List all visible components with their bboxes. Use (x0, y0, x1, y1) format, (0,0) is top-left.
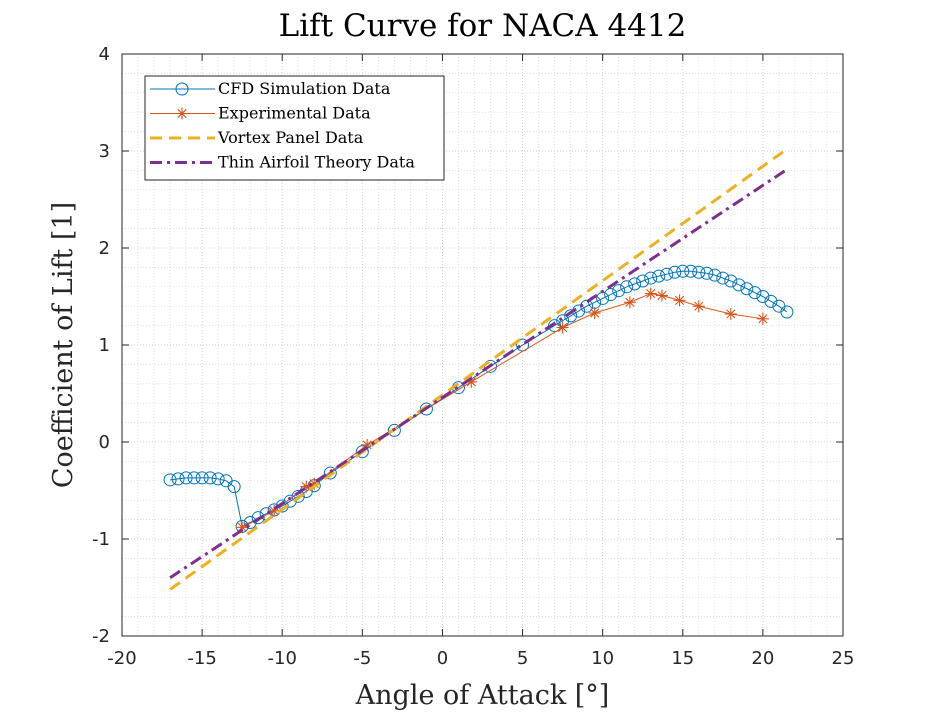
legend-entry-label: CFD Simulation Data (218, 79, 391, 98)
data-point (655, 289, 668, 302)
data-point (644, 271, 658, 285)
legend-entry-label: Experimental Data (218, 104, 371, 123)
x-tick-label: -10 (268, 648, 297, 669)
data-point (660, 267, 674, 281)
data-point (732, 278, 746, 292)
data-point (176, 107, 188, 120)
y-tick-label: 4 (99, 44, 110, 65)
asterisk-stroke (558, 322, 568, 333)
data-point (756, 312, 769, 325)
series-line (241, 293, 763, 528)
data-point (692, 300, 705, 313)
y-tick-label: 0 (99, 432, 110, 453)
data-point (227, 480, 241, 494)
series-line (169, 147, 788, 591)
data-point (612, 284, 626, 298)
data-point (355, 445, 369, 459)
x-axis-label: Angle of Attack [°] (355, 680, 610, 711)
data-point (764, 294, 778, 308)
legend-entry-label: Thin Airfoil Theory Data (218, 153, 415, 172)
data-point (623, 296, 636, 309)
x-tick-label: 15 (671, 648, 694, 669)
data-point (163, 473, 177, 487)
asterisk-stroke (177, 108, 187, 119)
data-point (644, 287, 657, 300)
series-line (170, 270, 788, 528)
chart-title: Lift Curve for NACA 4412 (279, 8, 687, 44)
x-tick-label: -20 (107, 648, 136, 669)
legend: CFD Simulation Data Experimental Data Vort… (144, 75, 445, 181)
data-point (628, 277, 642, 291)
data-point (668, 265, 682, 279)
series-line (169, 168, 788, 580)
y-tick-label: 3 (99, 141, 110, 162)
y-tick-label: -1 (92, 529, 110, 550)
data-point (676, 264, 690, 278)
data-point (291, 489, 305, 503)
data-point (323, 466, 337, 480)
data-point (179, 471, 193, 485)
asterisk-stroke (758, 314, 768, 324)
data-point (171, 472, 185, 486)
x-tick-label: 0 (437, 648, 448, 669)
data-point (673, 294, 686, 307)
series-3 (169, 168, 788, 580)
data-point (692, 265, 706, 279)
data-point (724, 274, 738, 288)
x-tick-label: 5 (517, 648, 528, 669)
asterisk-stroke (590, 308, 600, 318)
data-point (620, 280, 634, 294)
asterisk-stroke (466, 377, 476, 387)
data-point (203, 471, 217, 485)
data-point (175, 82, 189, 96)
y-tick-label: 1 (99, 335, 110, 356)
series-2 (169, 147, 788, 591)
data-point (195, 471, 209, 485)
data-point (187, 471, 201, 485)
x-tick-label: 20 (751, 648, 774, 669)
asterisk-stroke (646, 289, 656, 299)
axis-ticks (121, 53, 844, 637)
y-tick-label: -2 (92, 626, 110, 647)
asterisk-stroke (726, 309, 736, 319)
data-point (588, 306, 601, 319)
asterisk-stroke (625, 297, 635, 307)
asterisk-stroke (674, 295, 685, 305)
x-tick-label: -15 (187, 648, 216, 669)
data-point (684, 264, 698, 278)
data-point (251, 511, 265, 525)
x-tick-label: 10 (591, 648, 614, 669)
legend-entry-label: Vortex Panel Data (217, 128, 364, 147)
data-point (740, 282, 754, 296)
x-tick-label: 25 (832, 648, 855, 669)
data-point (724, 307, 737, 320)
data-point (211, 472, 225, 486)
y-axis-label: Coefficient of Lift [1] (48, 202, 79, 488)
data-point (564, 309, 578, 323)
data-point (652, 269, 666, 283)
asterisk-stroke (694, 301, 704, 311)
data-point (748, 286, 762, 300)
data-point (604, 288, 618, 302)
data-point (387, 423, 401, 437)
data-point (556, 321, 569, 334)
data-point (756, 290, 770, 303)
data-point (716, 271, 730, 285)
y-tick-label: 2 (99, 238, 110, 259)
asterisk-stroke (657, 290, 667, 301)
data-point (780, 305, 794, 319)
data-point (636, 274, 650, 288)
data-point (700, 266, 714, 280)
series-layer (163, 147, 794, 591)
x-tick-label: -5 (353, 648, 371, 669)
data-point (708, 268, 722, 282)
series-1 (236, 287, 769, 534)
